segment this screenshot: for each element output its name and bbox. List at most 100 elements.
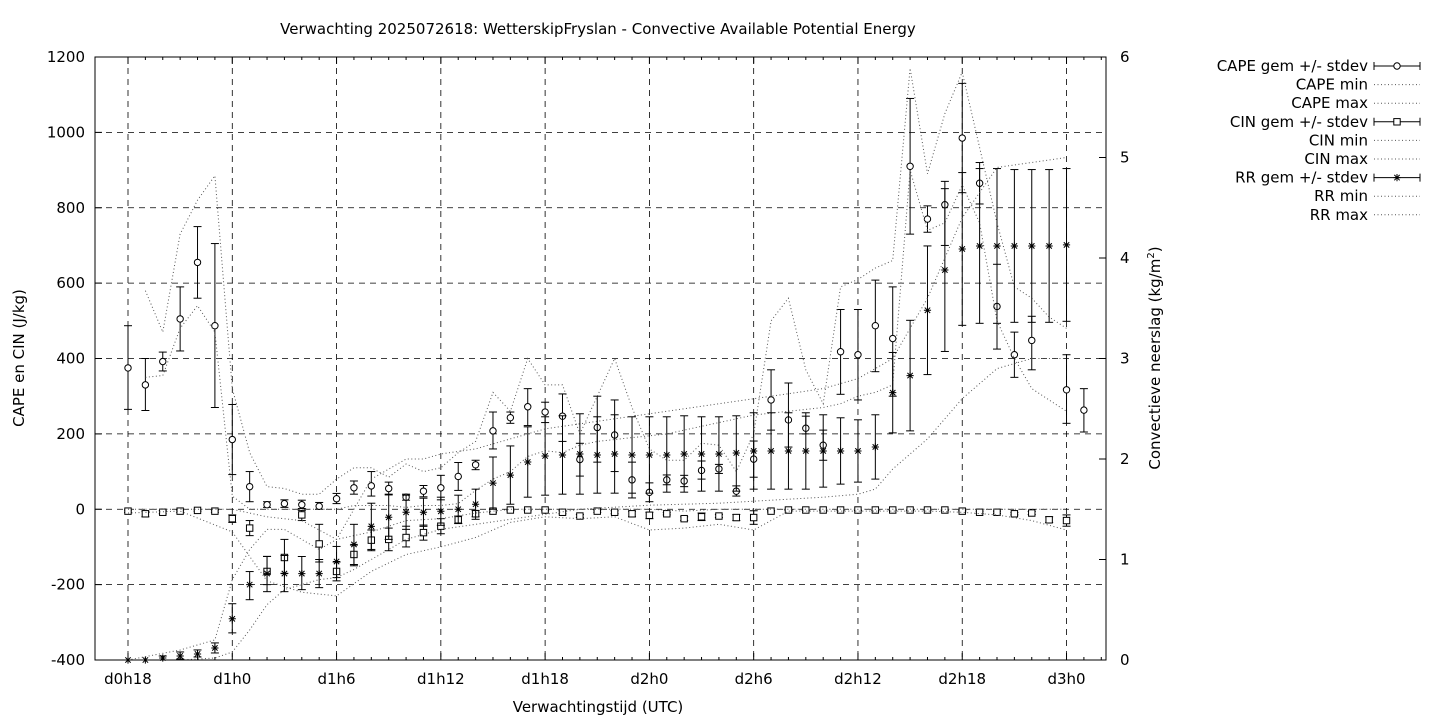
data-point <box>506 506 515 514</box>
x-tick-label: d2h18 <box>938 670 986 688</box>
data-point <box>836 447 845 455</box>
data-point <box>680 450 688 458</box>
series-line <box>128 358 1067 661</box>
data-point <box>767 396 775 404</box>
series-rr-min <box>128 358 1067 661</box>
x-tick-label: d1h0 <box>213 670 251 688</box>
data-point <box>593 507 601 515</box>
data-point <box>732 449 740 457</box>
y-tick-label: 400 <box>56 350 85 368</box>
y2-tick-label: 2 <box>1120 450 1130 468</box>
series-cape-min <box>145 169 1067 510</box>
data-point <box>472 500 480 508</box>
data-point <box>350 484 358 492</box>
data-point <box>332 494 341 503</box>
data-point <box>871 506 880 514</box>
data-point <box>715 512 723 520</box>
data-point <box>645 451 653 459</box>
data-point <box>611 450 619 458</box>
y-tick-label: -400 <box>51 651 85 669</box>
data-point <box>245 524 254 532</box>
legend-label: RR min <box>1314 187 1368 205</box>
data-point <box>889 506 897 514</box>
y2-axis-label-sup: 2 <box>1146 252 1157 258</box>
y2-tick-label: 0 <box>1120 651 1130 669</box>
data-point <box>246 581 254 589</box>
x-tick-label: d0h18 <box>104 670 152 688</box>
data-point <box>402 508 410 516</box>
data-point <box>1045 516 1053 524</box>
data-point <box>1045 242 1053 250</box>
data-point <box>471 461 480 469</box>
data-point <box>263 501 271 509</box>
data-point <box>1028 242 1036 250</box>
data-point <box>593 451 601 459</box>
data-point <box>610 508 619 516</box>
data-point <box>315 569 323 578</box>
data-point <box>1010 510 1019 518</box>
y-tick-label: 0 <box>75 500 85 518</box>
data-point <box>350 540 358 549</box>
series-rr-gem-stdev <box>124 168 1071 664</box>
data-point <box>889 334 897 343</box>
x-tick-label: d3h0 <box>1047 670 1085 688</box>
y2-tick-label: 1 <box>1120 551 1130 569</box>
data-point <box>211 322 219 330</box>
data-point <box>454 505 462 513</box>
y2-tick-label: 5 <box>1120 149 1130 167</box>
data-point <box>489 427 497 435</box>
data-point <box>298 501 306 509</box>
data-point <box>211 507 219 515</box>
data-point <box>176 507 184 515</box>
data-point <box>454 472 462 481</box>
x-axis-label: Verwachtingstijd (UTC) <box>513 698 684 716</box>
legend-label: RR max <box>1310 206 1368 224</box>
data-point <box>784 447 793 455</box>
data-point <box>958 245 966 253</box>
y2-tick-label: 3 <box>1120 350 1130 368</box>
data-point <box>280 569 289 578</box>
data-point <box>628 510 636 518</box>
data-point <box>663 510 671 518</box>
data-point <box>437 484 445 492</box>
legend-label: RR gem +/- stdev <box>1235 169 1368 187</box>
data-point <box>697 513 706 521</box>
y2-axis-label-end: ) <box>1146 246 1164 252</box>
data-point <box>1028 509 1036 517</box>
data-point <box>819 506 827 514</box>
data-point <box>1010 351 1019 359</box>
data-point <box>506 471 514 479</box>
data-point <box>993 242 1001 250</box>
data-point <box>332 557 341 566</box>
data-point <box>541 408 549 416</box>
data-point <box>906 162 914 170</box>
y-tick-label: 600 <box>56 274 85 292</box>
y-tick-label: -200 <box>51 576 85 594</box>
data-point <box>437 507 445 515</box>
data-point <box>958 507 966 515</box>
data-point <box>280 499 289 508</box>
data-point <box>802 447 810 455</box>
data-point <box>298 511 306 519</box>
data-point <box>784 506 793 514</box>
data-point <box>298 569 306 578</box>
series-line <box>127 510 1067 597</box>
chart-title: Verwachting 2025072618: WetterskipFrysla… <box>280 20 916 38</box>
data-point <box>419 508 428 516</box>
data-point <box>419 487 428 495</box>
data-point <box>211 644 219 652</box>
y-tick-label: 1000 <box>47 123 85 141</box>
data-point <box>159 357 167 366</box>
data-point <box>941 506 949 514</box>
x-tick-label: d1h6 <box>317 670 355 688</box>
data-point <box>680 514 688 523</box>
data-point <box>871 443 879 451</box>
data-point <box>245 482 254 491</box>
legend-label: CAPE min <box>1296 76 1368 94</box>
data-point <box>645 511 654 519</box>
legend-marker <box>1393 174 1401 182</box>
data-point <box>228 435 236 444</box>
data-point <box>315 540 323 548</box>
